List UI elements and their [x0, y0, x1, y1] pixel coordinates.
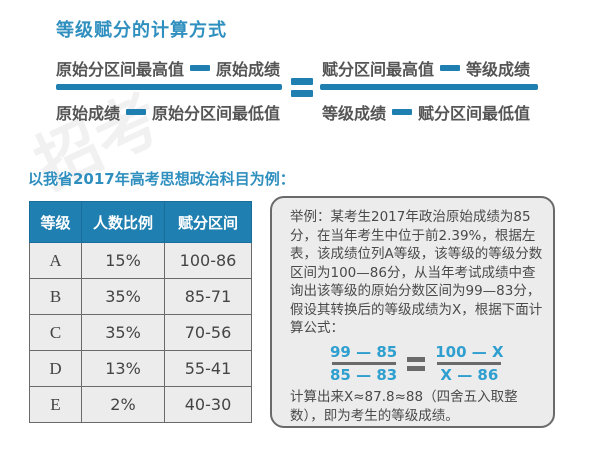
right-fraction: 100 — X X — 86 [435, 343, 503, 384]
cell-ratio: 2% [81, 386, 165, 423]
example-formula: 99 — 85 85 — 83 100 — X X — 86 [330, 342, 543, 386]
example-text: 举例：某考生2017年政治原始成绩为85分，在当年考生中位于前2.39%，根据左… [290, 209, 543, 336]
cell-grade: C [29, 314, 82, 351]
right-frac-numerator: 100 — X [435, 343, 504, 361]
table-row: E 2% 40-30 [29, 386, 252, 423]
cell-range: 40-30 [164, 386, 252, 423]
right-numerator-b: 等级成绩 [466, 60, 531, 79]
header-range: 赋分区间 [164, 201, 252, 243]
cell-range: 100-86 [164, 242, 252, 279]
cell-ratio: 15% [81, 242, 165, 279]
minus-icon [126, 109, 147, 115]
cell-grade: A [29, 242, 82, 279]
example-heading: 以我省2017年高考思想政治科目为例： [28, 170, 295, 188]
grade-table: 等级 人数比例 赋分区间 A 15% 100-86 B 35% 85-71 C … [29, 201, 252, 423]
left-numerator: 原始分区间最高值 原始成绩 [56, 56, 280, 80]
left-frac-denominator: 85 — 83 [330, 366, 398, 384]
cell-ratio: 35% [81, 278, 165, 315]
left-denominator-b: 原始分区间最低值 [152, 104, 281, 123]
left-numerator-b: 原始成绩 [216, 60, 281, 79]
example-box: 举例：某考生2017年政治原始成绩为85分，在当年考生中位于前2.39%，根据左… [270, 196, 555, 428]
cell-ratio: 35% [81, 314, 165, 351]
cell-grade: B [29, 278, 82, 315]
table-row: A 15% 100-86 [29, 242, 252, 279]
right-denominator-a: 等级成绩 [322, 104, 387, 123]
minus-icon [440, 65, 461, 71]
header-ratio: 人数比例 [81, 201, 165, 243]
example-result: 计算出来X≈87.8≈88（四舍五入取整数），即为考生的等级成绩。 [290, 388, 518, 424]
cell-ratio: 13% [81, 350, 165, 387]
table-header-row: 等级 人数比例 赋分区间 [29, 201, 252, 243]
header-grade: 等级 [29, 201, 82, 243]
left-denominator-a: 原始成绩 [56, 104, 121, 123]
cell-range: 70-56 [164, 314, 252, 351]
left-fraction: 99 — 85 85 — 83 [330, 343, 397, 384]
cell-grade: D [29, 350, 82, 387]
page-title: 等级赋分的计算方式 [56, 20, 227, 41]
fraction-bar [331, 362, 396, 365]
right-numerator-a: 赋分区间最高值 [322, 60, 435, 79]
right-denominator: 等级成绩 赋分区间最低值 [322, 100, 530, 124]
minus-icon [190, 65, 211, 71]
table-row: B 35% 85-71 [29, 278, 252, 315]
minus-icon [392, 109, 413, 115]
equals-icon [407, 356, 426, 372]
cell-range: 55-41 [164, 350, 252, 387]
left-frac-numerator: 99 — 85 [330, 343, 398, 361]
right-denominator-b: 赋分区间最低值 [418, 104, 531, 123]
table-row: D 13% 55-41 [29, 350, 252, 387]
left-fraction-bar [56, 84, 282, 90]
fraction-bar [437, 362, 502, 365]
right-numerator: 赋分区间最高值 等级成绩 [322, 56, 530, 80]
right-frac-denominator: X — 86 [440, 366, 499, 384]
table-row: C 35% 70-56 [29, 314, 252, 351]
left-denominator: 原始成绩 原始分区间最低值 [56, 100, 280, 124]
right-fraction-bar [320, 84, 538, 90]
equals-icon [291, 78, 313, 100]
cell-grade: E [29, 386, 82, 423]
cell-range: 85-71 [164, 278, 252, 315]
left-numerator-a: 原始分区间最高值 [56, 60, 185, 79]
